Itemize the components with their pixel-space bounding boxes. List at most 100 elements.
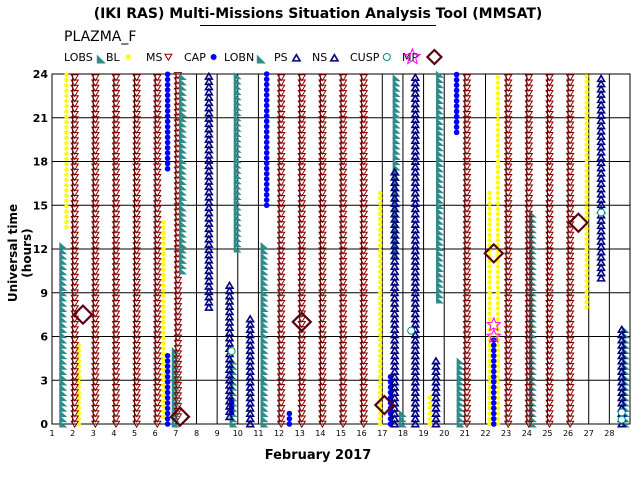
ps-marker <box>389 408 400 418</box>
ps-marker <box>204 82 214 91</box>
cap-marker <box>263 81 270 88</box>
mp-star-marker <box>485 316 502 332</box>
ps-marker <box>596 163 606 172</box>
lobs-marker <box>59 336 68 344</box>
bl-marker <box>495 101 501 106</box>
ps-marker <box>616 372 627 381</box>
bl-marker <box>161 251 166 257</box>
bl-marker <box>584 257 589 263</box>
ps-marker <box>410 361 421 370</box>
legend-label: LOBN <box>224 51 254 64</box>
ps-marker <box>389 398 400 407</box>
cap-marker <box>164 165 171 172</box>
ps-marker <box>410 414 421 423</box>
bl-marker <box>495 143 501 148</box>
ps-marker <box>596 84 606 93</box>
ps-marker <box>596 268 606 277</box>
cap-marker <box>286 421 293 427</box>
ps-marker <box>410 114 421 124</box>
ps-marker <box>224 380 235 389</box>
bl-marker <box>487 290 492 295</box>
ps-marker <box>224 328 235 337</box>
ps-marker <box>596 231 606 240</box>
ms-marker <box>462 74 472 82</box>
lobs-marker <box>59 394 68 402</box>
lobs-marker <box>59 373 68 381</box>
cap-marker <box>164 410 171 417</box>
bl-marker <box>495 196 501 201</box>
bl-marker <box>161 304 166 309</box>
ps-marker <box>616 419 627 428</box>
ps-marker <box>204 208 214 217</box>
cap-marker <box>263 113 270 119</box>
bl-marker <box>64 177 69 183</box>
bl-marker <box>161 225 166 230</box>
bl-marker <box>64 98 69 104</box>
bl-marker <box>64 104 69 109</box>
ps-marker <box>616 340 627 349</box>
bl-marker <box>161 404 166 409</box>
bl-marker <box>161 220 166 225</box>
bl-marker <box>487 311 492 316</box>
ps-marker <box>616 361 627 370</box>
ps-marker <box>596 152 606 161</box>
ms-marker <box>524 74 534 82</box>
ps-marker <box>410 246 421 255</box>
bl-marker <box>495 227 501 232</box>
ps-marker <box>410 372 421 381</box>
bl-marker <box>495 301 501 306</box>
bl-marker <box>161 309 166 314</box>
cap-marker <box>263 102 270 109</box>
ps-marker <box>389 414 400 423</box>
bl-marker <box>487 206 492 211</box>
bl-marker <box>378 306 383 311</box>
bl-marker <box>487 301 492 306</box>
cap-marker <box>164 76 171 83</box>
ms-marker <box>90 74 100 82</box>
ps-marker <box>204 150 214 159</box>
lobs-marker <box>59 247 68 255</box>
ps-marker <box>616 393 627 402</box>
ps-marker <box>596 247 606 256</box>
ps-marker <box>389 204 400 213</box>
cap-marker <box>164 150 171 156</box>
bl-marker <box>64 214 69 219</box>
ps-marker <box>204 124 214 133</box>
ms-marker <box>545 74 554 82</box>
bl-marker <box>487 227 492 232</box>
bl-marker <box>378 374 383 379</box>
bl-marker <box>584 137 589 142</box>
bl-marker <box>64 130 69 135</box>
bl-marker <box>378 364 383 369</box>
ps-marker <box>410 330 421 339</box>
ps-marker <box>431 398 441 407</box>
ps-marker <box>204 244 214 254</box>
bl-marker <box>584 110 589 116</box>
ps-marker <box>389 209 400 218</box>
bl-marker <box>64 83 69 88</box>
cap-marker <box>490 368 497 375</box>
bl-marker <box>584 289 589 294</box>
ps-marker <box>224 317 235 326</box>
bl-marker <box>495 222 501 227</box>
bl-marker <box>584 231 589 237</box>
ps-marker <box>410 156 421 166</box>
x-axis-label: February 2017 <box>264 448 372 463</box>
bl-marker <box>161 346 166 351</box>
ps-marker <box>410 204 421 213</box>
bl-marker <box>495 127 501 133</box>
cap-marker <box>263 76 270 83</box>
ps-marker <box>204 202 214 212</box>
legend-label: PS <box>274 51 288 64</box>
bl-marker <box>487 211 492 217</box>
cap-marker <box>453 129 460 136</box>
bl-marker <box>495 238 501 243</box>
ps-marker <box>204 302 214 311</box>
ps-marker <box>204 139 214 149</box>
cap-marker <box>263 191 270 198</box>
ps-marker <box>245 398 255 407</box>
bl-marker <box>495 175 501 180</box>
legend-label: NS <box>312 51 327 64</box>
bl-marker <box>64 188 69 193</box>
ps-marker <box>389 256 400 265</box>
